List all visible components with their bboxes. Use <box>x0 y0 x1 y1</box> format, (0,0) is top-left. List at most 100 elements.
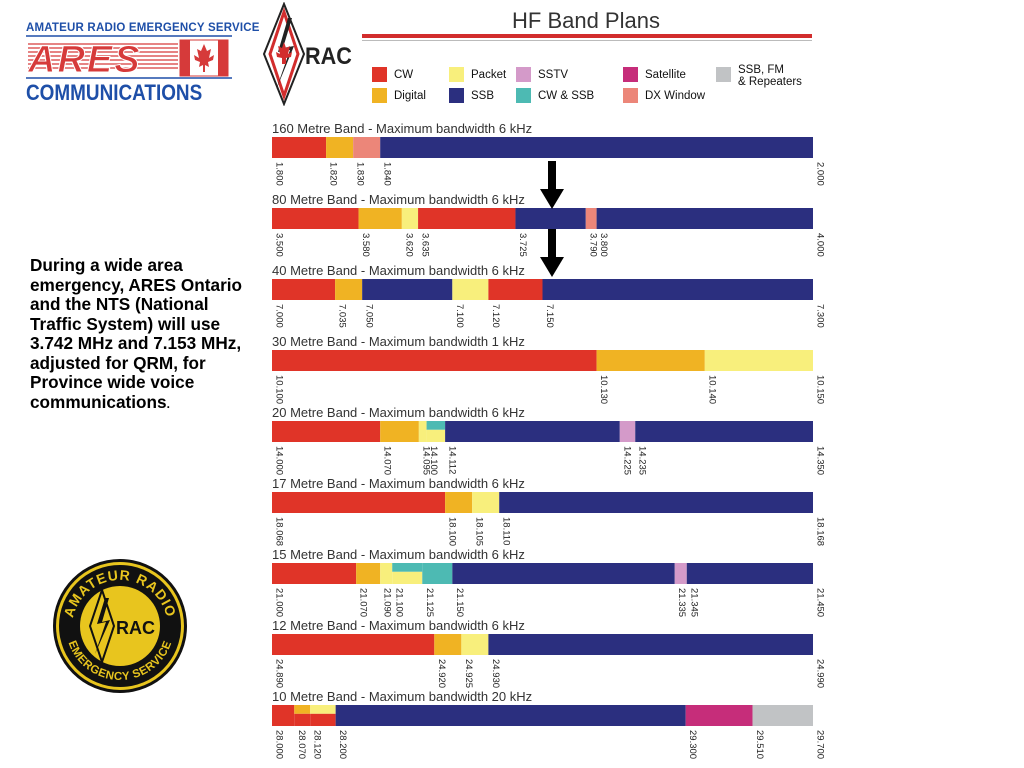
band-segment-digital <box>335 279 363 300</box>
arrow-down-icon-80m <box>540 161 564 209</box>
tick-label: 28.000 <box>274 730 285 759</box>
legend-swatch-digital <box>372 88 387 103</box>
legend-label-sstv: SSTV <box>538 69 569 81</box>
band-segment-packet <box>310 705 336 714</box>
band-segment-ssb <box>362 279 453 300</box>
legend-swatch-dx <box>623 88 638 103</box>
legend-label-cwssb: CW & SSB <box>538 90 595 102</box>
note-trailing-period: . <box>166 396 170 411</box>
seal-lightning-icon <box>95 598 110 654</box>
band-segment-packet <box>472 492 500 513</box>
tick-label: 10.130 <box>598 375 609 404</box>
band-row: 10 Metre Band - Maximum bandwidth 20 kHz… <box>272 689 826 759</box>
legend-label-satellite: Satellite <box>645 69 686 81</box>
rac-leaf-icon <box>276 42 292 64</box>
band-segment-cw <box>272 492 446 513</box>
tick-label: 28.200 <box>337 730 348 759</box>
band-segment-ssb <box>542 279 813 300</box>
tick-label: 18.068 <box>274 517 285 546</box>
band-row: 20 Metre Band - Maximum bandwidth 6 kHz 1… <box>272 405 826 475</box>
tick-label: 7.035 <box>337 304 348 328</box>
tick-label: 10.150 <box>815 375 826 404</box>
rac-logo-text: RAC <box>305 42 352 69</box>
tick-label: 1.820 <box>328 162 339 186</box>
tick-label: 29.510 <box>754 730 765 759</box>
tick-label: 24.920 <box>436 659 447 688</box>
band-segment-cw <box>418 208 516 229</box>
tick-label: 1.840 <box>382 162 393 186</box>
band-segment-digital <box>356 563 381 584</box>
band-row: 160 Metre Band - Maximum bandwidth 6 kHz… <box>272 121 826 186</box>
tick-label: 21.100 <box>394 588 405 617</box>
band-row: 80 Metre Band - Maximum bandwidth 6 kHz 3… <box>272 192 826 257</box>
tick-label: 7.000 <box>274 304 285 328</box>
band-segment-cwssb <box>426 421 446 430</box>
page-title: HF Band Plans <box>512 8 660 33</box>
band-segment-ssb <box>445 421 620 442</box>
tick-label: 3.500 <box>274 233 285 257</box>
tick-label: 7.100 <box>454 304 465 328</box>
tick-label: 7.300 <box>815 304 826 328</box>
maple-leaf-icon <box>179 39 229 77</box>
band-segment-packet <box>392 571 423 584</box>
tick-label: 3.790 <box>587 233 598 257</box>
band-segment-digital <box>326 137 354 158</box>
tick-label: 4.000 <box>815 233 826 257</box>
ares-logo-bottom-text: COMMUNICATIONS <box>26 80 203 105</box>
ares-logo: AMATEUR RADIO EMERGENCY SERVICE ARES COM… <box>22 18 259 106</box>
legend-label-ssb: SSB <box>471 90 495 102</box>
tick-label: 7.120 <box>490 304 501 328</box>
tick-label: 3.635 <box>420 233 431 257</box>
legend-swatch-ssbfm <box>716 67 731 82</box>
legend-label-packet: Packet <box>471 69 507 81</box>
band-segment-ssb <box>335 705 686 726</box>
band-segment-packet <box>418 421 427 442</box>
band-segment-cw <box>272 137 327 158</box>
band-segment-cw <box>272 350 597 371</box>
rac-logo: RAC <box>262 2 352 106</box>
tick-label: 3.725 <box>517 233 528 257</box>
band-segment-ssb <box>515 208 586 229</box>
tick-label: 14.112 <box>447 446 458 474</box>
band-title: 40 Metre Band - Maximum bandwidth 6 kHz <box>272 263 525 278</box>
arrow-down-icon-40m <box>540 229 564 277</box>
tick-label: 28.070 <box>296 730 307 759</box>
tick-label: 14.225 <box>621 446 632 475</box>
band-segment-cw <box>272 563 357 584</box>
title-rule-shadow <box>362 40 812 41</box>
band-segment-packet <box>380 563 393 584</box>
tick-label: 7.150 <box>544 304 555 328</box>
tick-label: 21.000 <box>274 588 285 617</box>
band-segment-cw <box>272 279 336 300</box>
tick-label: 28.120 <box>312 730 323 759</box>
band-segment-sstv <box>674 563 687 584</box>
legend-swatch-cw <box>372 67 387 82</box>
band-segment-cwssb <box>392 563 423 572</box>
band-segment-digital <box>596 350 705 371</box>
tick-label: 29.700 <box>815 730 826 759</box>
tick-label: 7.050 <box>364 304 375 328</box>
band-segment-ssb <box>686 563 813 584</box>
emergency-frequency-note: During a wide area emergency, ARES Ontar… <box>30 255 248 414</box>
title-rule <box>362 34 812 38</box>
legend-label-ssbfm: SSB, FM & Repeaters <box>738 64 802 88</box>
tick-label: 14.070 <box>382 446 393 475</box>
band-segment-ssb <box>499 492 813 513</box>
band-segment-dx <box>353 137 381 158</box>
band-row: 17 Metre Band - Maximum bandwidth 6 kHz 1… <box>272 476 826 546</box>
tick-label: 10.140 <box>706 375 717 404</box>
band-segment-ssb <box>488 634 813 655</box>
tick-label: 24.990 <box>815 659 826 688</box>
tick-label: 1.830 <box>355 162 366 186</box>
legend-swatch-ssb <box>449 88 464 103</box>
band-row: 12 Metre Band - Maximum bandwidth 6 kHz 2… <box>272 618 826 688</box>
tick-label: 24.925 <box>463 659 474 688</box>
band-title: 17 Metre Band - Maximum bandwidth 6 kHz <box>272 476 525 491</box>
band-row: 40 Metre Band - Maximum bandwidth 6 kHz 7… <box>272 263 826 328</box>
tick-label: 21.345 <box>688 588 699 617</box>
legend-swatch-sstv <box>516 67 531 82</box>
legend-label-cw: CW <box>394 69 414 81</box>
band-segment-digital <box>434 634 462 655</box>
legend-label-dx: DX Window <box>645 90 706 102</box>
